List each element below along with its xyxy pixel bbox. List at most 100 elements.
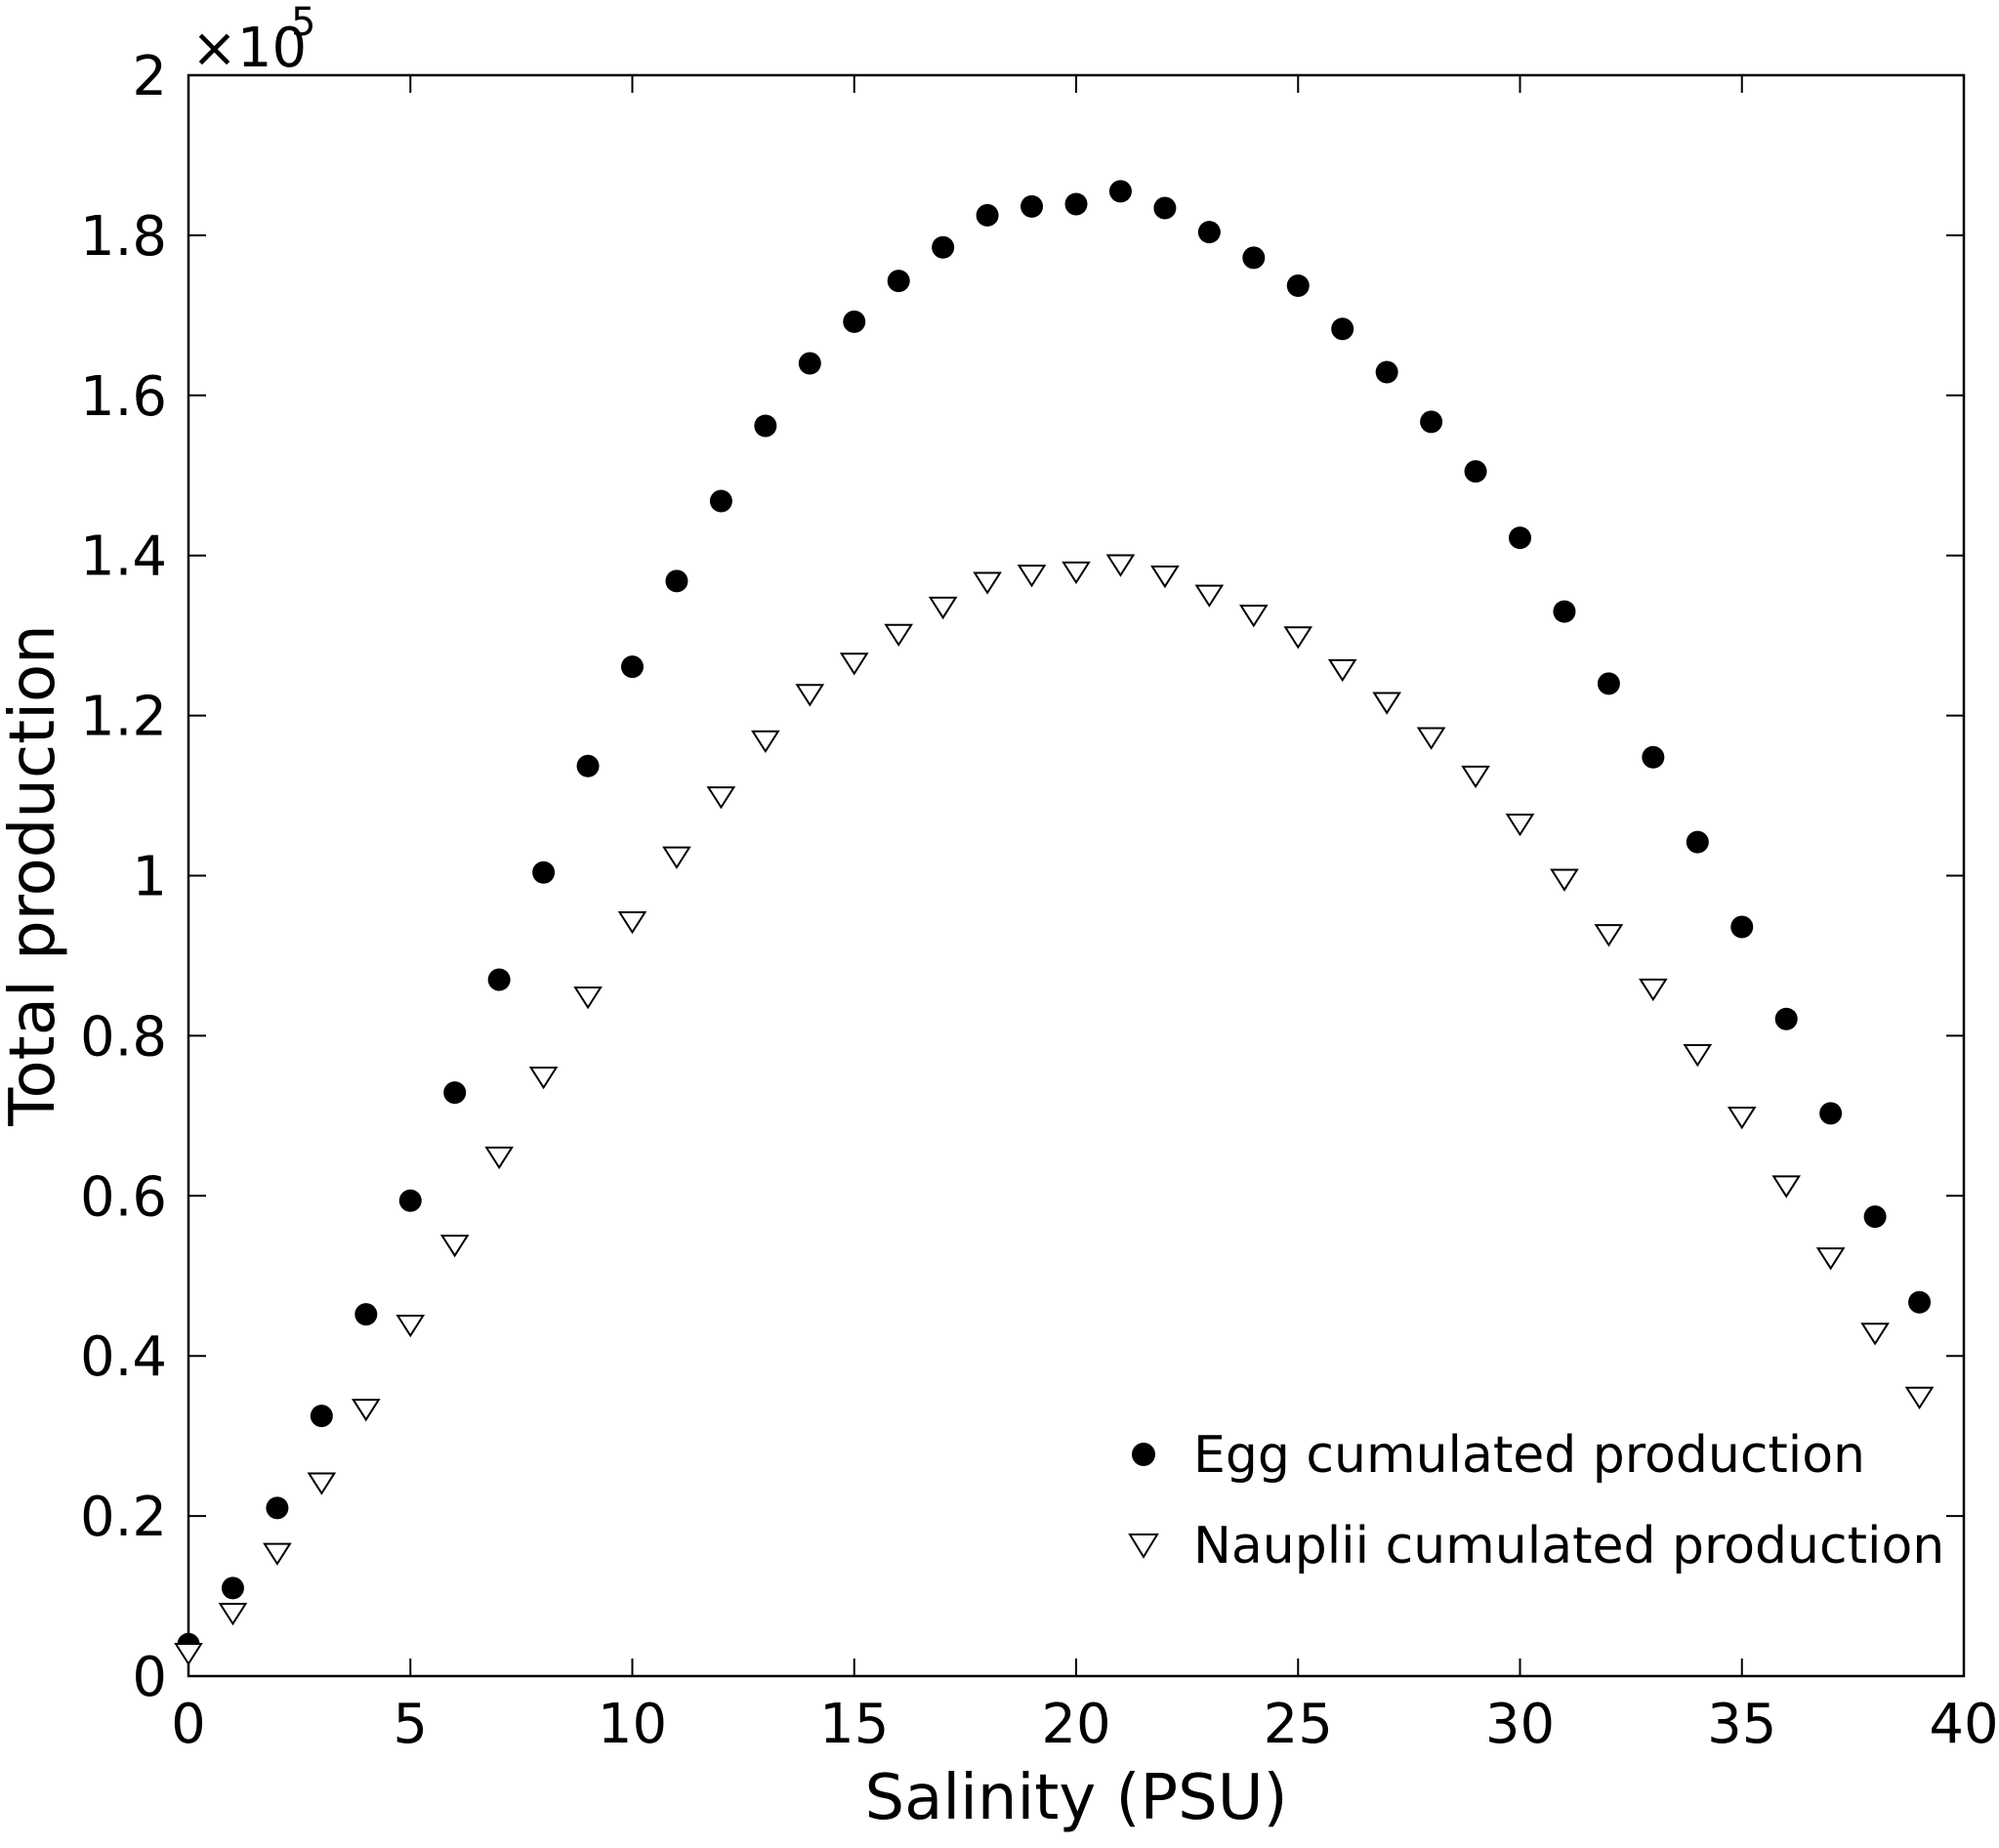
nauplii-point	[1505, 814, 1535, 837]
nauplii-point	[1727, 1106, 1757, 1130]
nauplii-point	[573, 987, 603, 1010]
series-egg	[177, 180, 1932, 1656]
egg-point	[354, 1303, 378, 1326]
nauplii-point	[484, 1146, 514, 1170]
y-multiplier: ×10 5	[191, 0, 315, 80]
legend-marker-egg	[1132, 1443, 1155, 1466]
nauplii-point	[928, 596, 958, 620]
x-tick-label: 10	[598, 1693, 667, 1756]
egg-point	[1863, 1205, 1887, 1229]
egg-point	[1509, 526, 1531, 550]
nauplii-point	[1771, 1175, 1802, 1198]
egg-point	[976, 203, 999, 227]
series-nauplii	[174, 554, 1935, 1666]
nauplii-point	[1150, 565, 1180, 589]
nauplii-point	[1416, 727, 1446, 750]
egg-point	[532, 861, 556, 884]
nauplii-point	[1327, 658, 1357, 683]
nauplii-point	[1639, 978, 1668, 1002]
x-tick-label: 30	[1485, 1693, 1555, 1756]
egg-point	[1020, 194, 1044, 218]
nauplii-point	[1904, 1386, 1935, 1410]
egg-point	[576, 754, 600, 777]
egg-point	[1331, 317, 1354, 341]
y-tick-label: 0.4	[80, 1325, 167, 1389]
egg-point	[221, 1576, 244, 1600]
egg-point	[887, 270, 910, 293]
y-tick-label: 2	[132, 45, 167, 108]
series-layer	[174, 180, 1935, 1666]
nauplii-point	[1860, 1323, 1890, 1346]
nauplii-point	[795, 684, 825, 707]
egg-point	[709, 489, 732, 513]
y-tick-label: 1	[132, 846, 167, 909]
egg-point	[665, 569, 688, 593]
egg-point	[1064, 192, 1088, 216]
y-tick-label: 1.8	[80, 205, 167, 269]
y-multiplier-exponent: 5	[291, 0, 315, 45]
egg-point	[843, 310, 866, 333]
egg-point	[1686, 830, 1709, 854]
x-tick-label: 15	[819, 1693, 889, 1756]
egg-point	[1153, 196, 1177, 220]
nauplii-point	[351, 1399, 381, 1422]
nauplii-point	[174, 1643, 203, 1666]
x-tick-labels: 0 5 10 15 20 25 30 35 40	[171, 1693, 1998, 1756]
egg-point	[266, 1496, 289, 1520]
nauplii-point	[973, 571, 1002, 595]
egg-point	[1286, 274, 1310, 298]
nauplii-point	[1105, 554, 1136, 577]
legend: Egg cumulated production Nauplii cumulat…	[1128, 1426, 1944, 1575]
egg-point	[1464, 460, 1487, 483]
y-tick-label: 0.8	[80, 1005, 167, 1069]
x-tick-label: 25	[1264, 1693, 1333, 1756]
y-tick-label: 0.2	[80, 1486, 167, 1549]
x-axis-title: Salinity (PSU)	[864, 1762, 1287, 1834]
egg-point	[443, 1081, 467, 1105]
nauplii-point	[1194, 584, 1225, 608]
nauplii-point	[1683, 1044, 1713, 1068]
y-tick-label: 1.2	[80, 686, 167, 749]
plot-area	[187, 73, 1966, 1678]
egg-point	[1553, 600, 1576, 623]
nauplii-point	[884, 623, 914, 648]
y-tick-label: 0	[132, 1646, 167, 1709]
nauplii-point	[1461, 765, 1490, 789]
egg-point	[1597, 672, 1620, 695]
legend-label-nauplii: Nauplii cumulated production	[1193, 1517, 1944, 1575]
egg-point	[1242, 246, 1266, 270]
x-tick-label: 20	[1041, 1693, 1110, 1756]
egg-point	[487, 968, 511, 991]
x-tick-label: 35	[1707, 1693, 1776, 1756]
nauplii-point	[1238, 605, 1269, 628]
egg-point	[398, 1189, 422, 1212]
x-tick-label: 5	[393, 1693, 428, 1756]
egg-point	[798, 352, 821, 375]
nauplii-point	[307, 1472, 337, 1495]
egg-point	[1108, 180, 1132, 203]
nauplii-point	[839, 652, 869, 676]
egg-point	[1375, 360, 1398, 384]
y-tick-labels: 0 0.2 0.4 0.6 0.8 1 1.2 1.4 1.6 1.8 2	[80, 45, 167, 1709]
y-tick-label: 1.6	[80, 365, 167, 429]
nauplii-point	[706, 786, 736, 810]
x-tick-label: 40	[1929, 1693, 1998, 1756]
egg-point	[1908, 1290, 1932, 1314]
y-tick-label: 1.4	[80, 525, 167, 589]
nauplii-point	[1283, 626, 1313, 650]
nauplii-point	[1062, 561, 1091, 585]
legend-marker-nauplii	[1128, 1533, 1159, 1559]
egg-point	[932, 235, 955, 259]
nauplii-point	[1815, 1247, 1846, 1271]
y-axis-title: Total production	[0, 624, 69, 1126]
nauplii-point	[1017, 565, 1047, 588]
nauplii-point	[263, 1542, 292, 1566]
egg-point	[1774, 1007, 1798, 1030]
nauplii-point	[1372, 692, 1401, 715]
egg-point	[621, 655, 644, 679]
y-tick-label: 0.6	[80, 1165, 167, 1229]
egg-point	[1420, 410, 1443, 434]
nauplii-point	[751, 730, 780, 754]
nauplii-point	[528, 1066, 559, 1090]
